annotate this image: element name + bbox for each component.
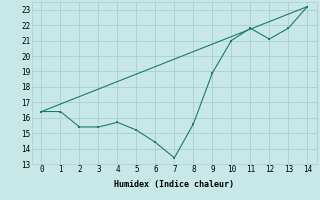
X-axis label: Humidex (Indice chaleur): Humidex (Indice chaleur) xyxy=(115,180,234,189)
